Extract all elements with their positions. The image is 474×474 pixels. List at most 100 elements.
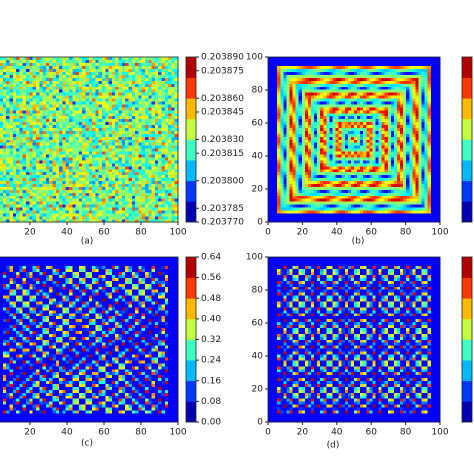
heatmap-cell xyxy=(314,121,318,126)
heatmap-cell xyxy=(317,104,321,108)
heatmap-cell xyxy=(92,130,96,134)
heatmap-cell xyxy=(59,157,63,161)
heatmap-cell xyxy=(335,192,339,196)
heatmap-cell xyxy=(92,139,96,143)
heatmap-cell xyxy=(314,145,318,149)
heatmap-cell xyxy=(174,71,179,75)
heatmap-cell xyxy=(72,198,76,202)
heatmap-cell xyxy=(19,157,24,161)
heatmap-cell xyxy=(82,139,86,143)
heatmap-cell xyxy=(35,71,40,75)
heatmap-cell xyxy=(335,92,339,96)
heatmap-cell xyxy=(335,68,339,73)
heatmap-cell xyxy=(164,83,169,87)
heatmap-cell xyxy=(341,216,346,220)
heatmap-cell xyxy=(329,216,333,220)
heatmap-cell xyxy=(283,166,287,170)
heatmap-cell xyxy=(171,124,175,129)
heatmap-cell xyxy=(295,92,300,96)
heatmap-cell xyxy=(298,71,303,75)
heatmap-cell xyxy=(92,151,96,155)
heatmap-cell xyxy=(174,136,179,140)
heatmap-cell xyxy=(292,130,296,134)
heatmap-cell xyxy=(35,130,40,134)
heatmap-cell xyxy=(332,192,336,196)
heatmap-cell xyxy=(118,210,123,214)
heatmap-cell xyxy=(154,213,159,217)
heatmap-cell xyxy=(59,68,63,73)
heatmap-cell xyxy=(307,95,312,99)
heatmap-cell xyxy=(88,104,93,108)
heatmap-cell xyxy=(121,171,126,176)
heatmap-cell xyxy=(135,186,139,190)
heatmap-cell xyxy=(289,160,293,164)
heatmap-cell xyxy=(9,74,14,78)
heatmap-cell xyxy=(141,95,146,99)
heatmap-cell xyxy=(338,71,343,75)
heatmap-cell xyxy=(314,216,318,220)
heatmap-cell xyxy=(0,74,4,78)
heatmap-cell xyxy=(108,112,113,117)
heatmap-cell xyxy=(344,83,349,87)
heatmap-cell xyxy=(347,121,352,126)
heatmap-cell xyxy=(301,104,306,108)
heatmap-cell xyxy=(329,145,333,149)
heatmap-cell xyxy=(164,62,169,67)
heatmap-cell xyxy=(121,213,126,217)
heatmap-cell xyxy=(311,210,315,214)
heatmap-cell xyxy=(128,118,133,123)
heatmap-cell xyxy=(118,59,123,64)
heatmap-cell xyxy=(320,183,324,187)
heatmap-cell xyxy=(341,160,346,164)
colorbar-tick-label: 0.203875 xyxy=(201,66,244,76)
heatmap-cell xyxy=(88,154,93,158)
heatmap-cell xyxy=(12,198,17,202)
heatmap-cell xyxy=(125,183,129,187)
heatmap-cell xyxy=(118,177,123,182)
heatmap-cell xyxy=(82,183,86,187)
heatmap-cell xyxy=(75,59,80,64)
heatmap-cell xyxy=(280,139,284,143)
heatmap-cell xyxy=(118,101,123,105)
heatmap-cell xyxy=(314,80,318,84)
heatmap-cell xyxy=(354,98,358,102)
heatmap-cell xyxy=(115,189,119,193)
heatmap-cell xyxy=(52,139,57,143)
heatmap-cell xyxy=(289,163,293,167)
heatmap-cell xyxy=(29,192,33,196)
heatmap-cell xyxy=(307,127,312,131)
heatmap-cell xyxy=(0,160,4,164)
heatmap-cell xyxy=(350,92,355,96)
heatmap-cell xyxy=(363,148,367,152)
heatmap-cell xyxy=(271,80,275,84)
heatmap-cell xyxy=(68,77,73,81)
heatmap-cell xyxy=(280,59,284,64)
heatmap-cell xyxy=(350,210,355,214)
heatmap-cell xyxy=(29,107,33,111)
heatmap-cell xyxy=(105,198,109,202)
heatmap-cell xyxy=(39,65,43,70)
heatmap-cell xyxy=(68,127,73,131)
heatmap-cell xyxy=(105,154,109,158)
heatmap-cell xyxy=(125,177,129,182)
heatmap-cell xyxy=(350,136,355,140)
heatmap-cell xyxy=(19,154,24,158)
heatmap-cell xyxy=(52,198,57,202)
heatmap-cell xyxy=(75,92,80,96)
heatmap-cell xyxy=(164,127,169,131)
heatmap-cell xyxy=(12,127,17,131)
heatmap-cell xyxy=(161,186,166,190)
heatmap-cell xyxy=(314,189,318,193)
heatmap-cell xyxy=(292,89,296,93)
heatmap-cell xyxy=(174,142,179,146)
heatmap-cell xyxy=(268,163,272,167)
heatmap-cell xyxy=(42,92,47,96)
heatmap-cell xyxy=(304,219,309,223)
heatmap-cell xyxy=(49,68,53,73)
colorbar-level xyxy=(186,139,196,161)
heatmap-cell xyxy=(128,201,133,205)
heatmap-cell xyxy=(161,112,166,117)
heatmap-cell xyxy=(19,130,24,134)
heatmap-cell xyxy=(338,180,343,184)
heatmap-cell xyxy=(314,171,318,176)
